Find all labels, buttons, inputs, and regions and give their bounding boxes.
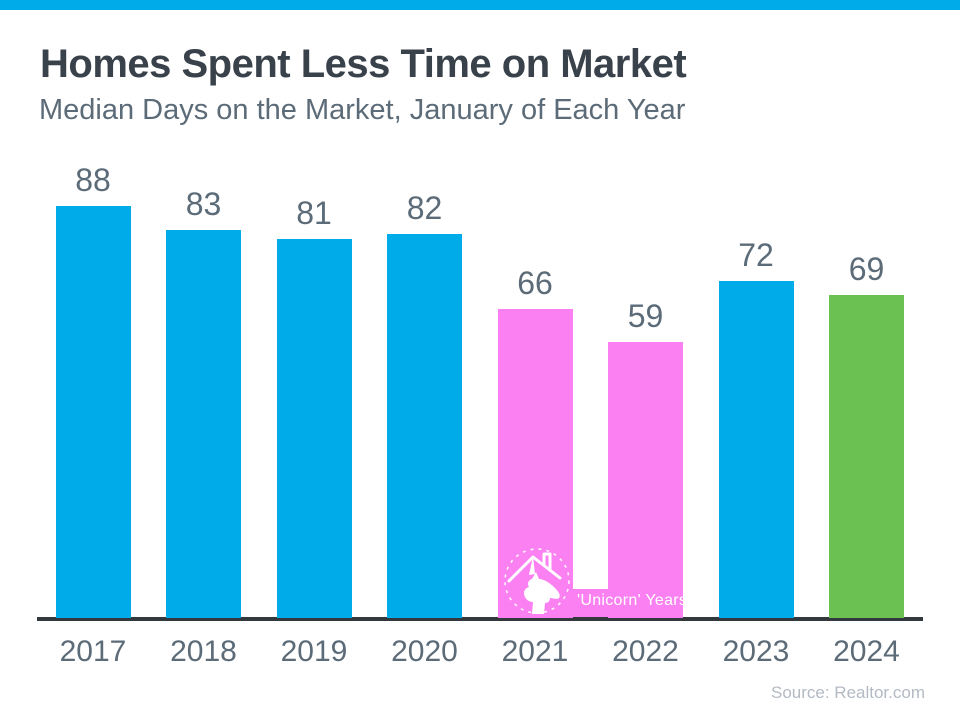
bar-value-label: 59 [627,298,664,334]
unicorn-years-label: 'Unicorn' Years [577,592,688,609]
x-axis-label-2019: 2019 [280,635,348,668]
x-axis-label-2022: 2022 [612,635,679,668]
bar-2022 [608,342,683,618]
bar-value-label: 82 [406,190,443,226]
x-axis-label-2021: 2021 [501,635,569,668]
bar-value-label: 88 [75,162,111,198]
bar-2018 [166,230,241,618]
bar-2017 [55,206,131,618]
bar-value-label: 69 [848,251,885,287]
bar-value-label: 81 [296,195,332,231]
bar-value-label: 83 [185,186,222,222]
bar-2024 [829,295,904,618]
x-axis-label-2018: 2018 [170,635,237,668]
source-credit: Source: Realtor.com [770,683,925,702]
chart-title: Homes Spent Less Time on Market [40,42,687,86]
bar-2023 [718,281,794,618]
x-axis-label-2023: 2023 [722,635,790,668]
x-axis-label-2017: 2017 [59,635,127,668]
bar-value-label: 66 [517,265,553,301]
bar-2021 [497,309,573,618]
x-axis-label-2020: 2020 [391,635,458,668]
unicorn-house-icon [504,548,570,614]
bar-2020 [387,234,462,618]
top-accent-strip [0,0,960,10]
bar-2019 [276,239,352,618]
unicorn-years-connector [572,589,609,617]
chart-subtitle: Median Days on the Market, January of Ea… [39,94,686,126]
x-axis-line [37,617,923,621]
bar-value-label: 72 [738,237,774,273]
x-axis-label-2024: 2024 [833,635,900,668]
